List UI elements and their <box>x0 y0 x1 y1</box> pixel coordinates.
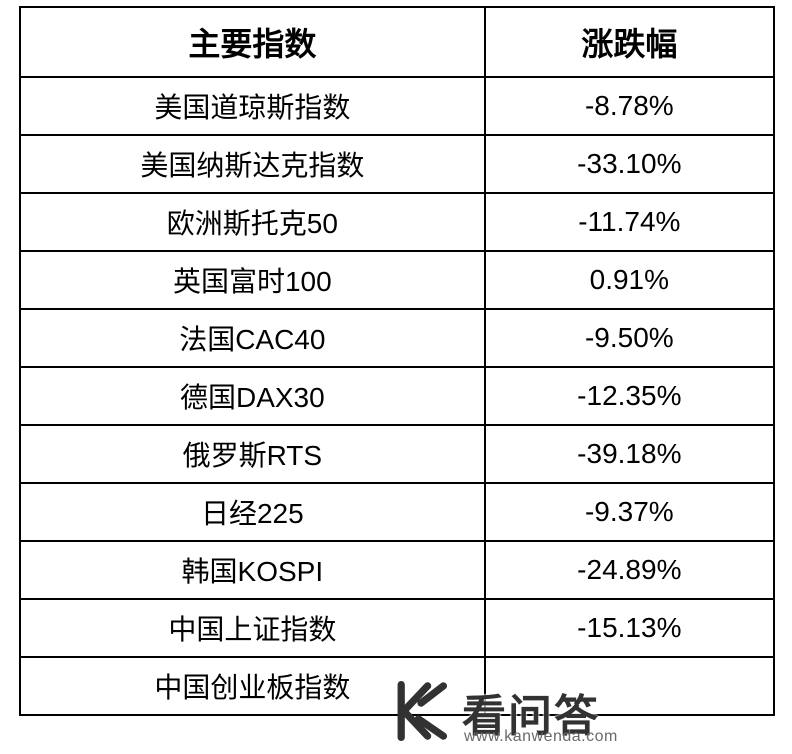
cell-index: 中国上证指数 <box>20 599 485 657</box>
cell-change: -9.50% <box>485 309 774 367</box>
header-change-label: 涨跌幅 <box>486 19 773 65</box>
table-row: 日经225 -9.37% <box>20 483 774 541</box>
table-row: 英国富时100 0.91% <box>20 251 774 309</box>
cell-change: -24.89% <box>485 541 774 599</box>
cell-index: 德国DAX30 <box>20 367 485 425</box>
cell-change: -12.35% <box>485 367 774 425</box>
cell-index: 英国富时100 <box>20 251 485 309</box>
table-row: 美国纳斯达克指数 -33.10% <box>20 135 774 193</box>
header-index: 主要指数 <box>20 7 485 77</box>
cell-change: -39.18% <box>485 425 774 483</box>
cell-change: -8.78% <box>485 77 774 135</box>
watermark-url: www.kanwenda.com <box>464 728 618 746</box>
cell-index: 韩国KOSPI <box>20 541 485 599</box>
cell-change-value: -9.50% <box>486 322 773 354</box>
cell-index-value: 美国纳斯达克指数 <box>21 144 484 184</box>
header-change: 涨跌幅 <box>485 7 774 77</box>
cell-change <box>485 657 774 715</box>
cell-change-value: 0.91% <box>486 264 773 296</box>
cell-change-value: -15.13% <box>486 612 773 644</box>
cell-change: 0.91% <box>485 251 774 309</box>
cell-change-value: -39.18% <box>486 438 773 470</box>
cell-change: -33.10% <box>485 135 774 193</box>
cell-index-value: 德国DAX30 <box>21 376 484 416</box>
cell-index: 中国创业板指数 <box>20 657 485 715</box>
cell-index: 欧洲斯托克50 <box>20 193 485 251</box>
cell-change: -15.13% <box>485 599 774 657</box>
cell-change: -11.74% <box>485 193 774 251</box>
cell-index: 日经225 <box>20 483 485 541</box>
cell-change-value: -8.78% <box>486 90 773 122</box>
cell-change: -9.37% <box>485 483 774 541</box>
table-row: 德国DAX30 -12.35% <box>20 367 774 425</box>
cell-index-value: 欧洲斯托克50 <box>21 202 484 242</box>
cell-index-value: 中国创业板指数 <box>21 666 484 706</box>
table-row: 中国创业板指数 <box>20 657 774 715</box>
cell-index: 俄罗斯RTS <box>20 425 485 483</box>
index-table: 主要指数 涨跌幅 美国道琼斯指数 -8.78% 美国纳斯达克指数 -33.10%… <box>19 6 775 716</box>
cell-change-value: -11.74% <box>486 206 773 238</box>
table-row: 中国上证指数 -15.13% <box>20 599 774 657</box>
cell-index-value: 日经225 <box>21 492 484 532</box>
cell-index-value: 中国上证指数 <box>21 608 484 648</box>
cell-index-value: 俄罗斯RTS <box>21 434 484 474</box>
cell-change-value: -24.89% <box>486 554 773 586</box>
table-row: 俄罗斯RTS -39.18% <box>20 425 774 483</box>
cell-change-value: -33.10% <box>486 148 773 180</box>
table-row: 欧洲斯托克50 -11.74% <box>20 193 774 251</box>
cell-index-value: 韩国KOSPI <box>21 550 484 590</box>
cell-index: 美国纳斯达克指数 <box>20 135 485 193</box>
cell-change-value: -9.37% <box>486 496 773 528</box>
table-row: 美国道琼斯指数 -8.78% <box>20 77 774 135</box>
table-row: 韩国KOSPI -24.89% <box>20 541 774 599</box>
cell-index-value: 英国富时100 <box>21 260 484 300</box>
table-row: 法国CAC40 -9.50% <box>20 309 774 367</box>
cell-index-value: 法国CAC40 <box>21 318 484 358</box>
table-header-row: 主要指数 涨跌幅 <box>20 7 774 77</box>
cell-index: 美国道琼斯指数 <box>20 77 485 135</box>
cell-index-value: 美国道琼斯指数 <box>21 86 484 126</box>
cell-change-value: -12.35% <box>486 380 773 412</box>
cell-index: 法国CAC40 <box>20 309 485 367</box>
header-index-label: 主要指数 <box>21 19 484 65</box>
